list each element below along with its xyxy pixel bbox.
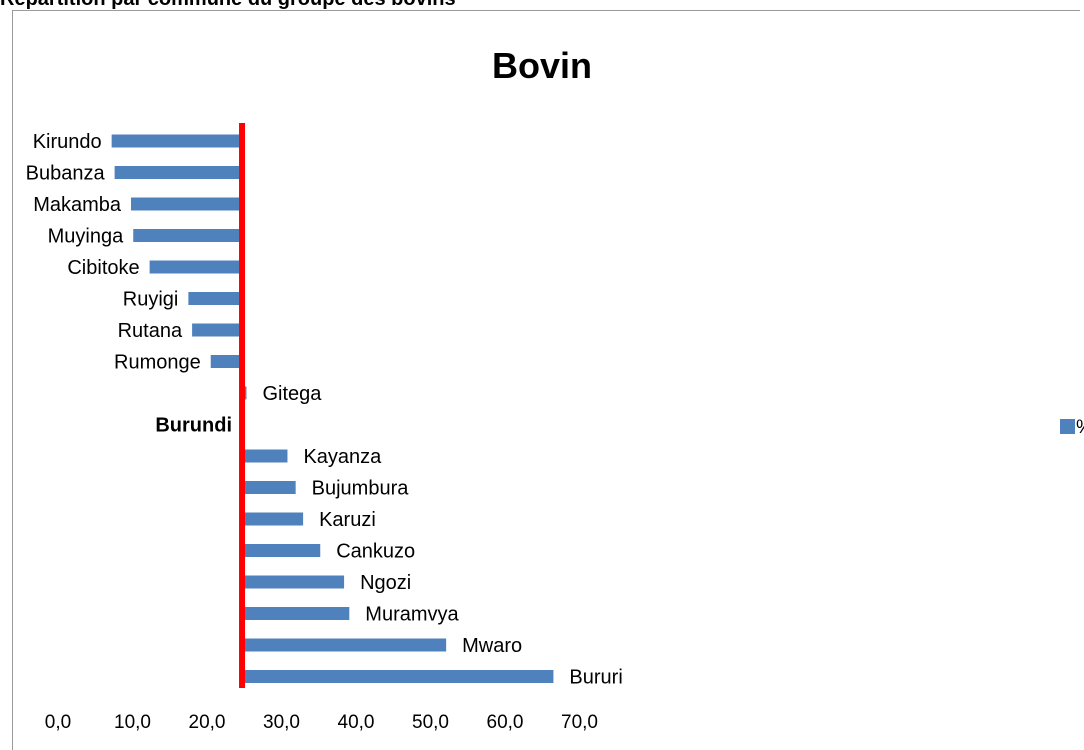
category-label-bururi: Bururi xyxy=(569,667,622,689)
bar-rutana xyxy=(192,323,243,337)
chart-frame xyxy=(12,10,1080,750)
bar-kayanza xyxy=(242,449,288,463)
bar-makamba xyxy=(131,197,243,211)
category-label-karuzi: Karuzi xyxy=(319,509,376,531)
bar-rumonge xyxy=(210,355,243,368)
category-label-bubanza: Bubanza xyxy=(26,163,106,185)
category-label-cibitoke: Cibitoke xyxy=(67,257,139,279)
category-label-ruyigi: Ruyigi xyxy=(123,289,179,311)
x-tick-label: 70,0 xyxy=(561,712,598,733)
category-label-muyinga: Muyinga xyxy=(48,226,124,248)
x-tick-label: 20,0 xyxy=(189,712,226,733)
category-label-kayanza: Kayanza xyxy=(303,446,382,468)
bar-cankuzo xyxy=(242,544,321,557)
legend-label: % xyxy=(1076,417,1084,438)
bar-mwaro xyxy=(242,638,447,652)
category-label-muramvya: Muramvya xyxy=(365,604,459,626)
category-label-mwaro: Mwaro xyxy=(462,635,522,657)
category-label-ngozi: Ngozi xyxy=(360,572,411,594)
bar-ngozi xyxy=(242,575,345,589)
x-tick-label: 60,0 xyxy=(487,712,524,733)
category-labels: Kirundo Bubanza Makamba Muyinga Cibitoke Ruyi… xyxy=(26,131,623,689)
legend-swatch xyxy=(1060,419,1075,434)
bar-kirundo xyxy=(111,134,243,148)
category-label-burundi: Burundi xyxy=(155,415,232,437)
bar-bururi xyxy=(242,670,554,683)
bar-ruyigi xyxy=(188,292,243,305)
category-label-makamba: Makamba xyxy=(33,194,122,216)
category-label-cankuzo: Cankuzo xyxy=(336,541,415,563)
category-label-kirundo: Kirundo xyxy=(33,131,102,153)
bar-muramvya xyxy=(242,607,350,620)
category-label-rumonge: Rumonge xyxy=(114,352,201,374)
x-tick-label: 40,0 xyxy=(338,712,375,733)
bar-karuzi xyxy=(242,512,304,526)
x-tick-label: 10,0 xyxy=(114,712,151,733)
page-header-text: Répartition par commune du groupe des bo… xyxy=(0,0,1084,12)
bars-layer xyxy=(111,134,554,683)
category-label-gitega: Gitega xyxy=(262,383,322,405)
bar-cibitoke xyxy=(149,260,243,274)
bar-bubanza xyxy=(114,166,243,179)
bar-bujumbura xyxy=(242,481,296,494)
x-tick-label: 30,0 xyxy=(263,712,300,733)
chart-title: Bovin xyxy=(492,45,592,86)
x-tick-label: 50,0 xyxy=(412,712,449,733)
category-label-rutana: Rutana xyxy=(118,320,183,342)
bar-muyinga xyxy=(133,229,243,242)
x-axis-ticks: 0,0 10,0 20,0 30,0 40,0 50,0 60,0 70,0 xyxy=(45,712,598,733)
x-tick-label: 0,0 xyxy=(45,712,71,733)
category-label-bujumbura: Bujumbura xyxy=(312,478,410,500)
legend: % xyxy=(1060,417,1084,438)
